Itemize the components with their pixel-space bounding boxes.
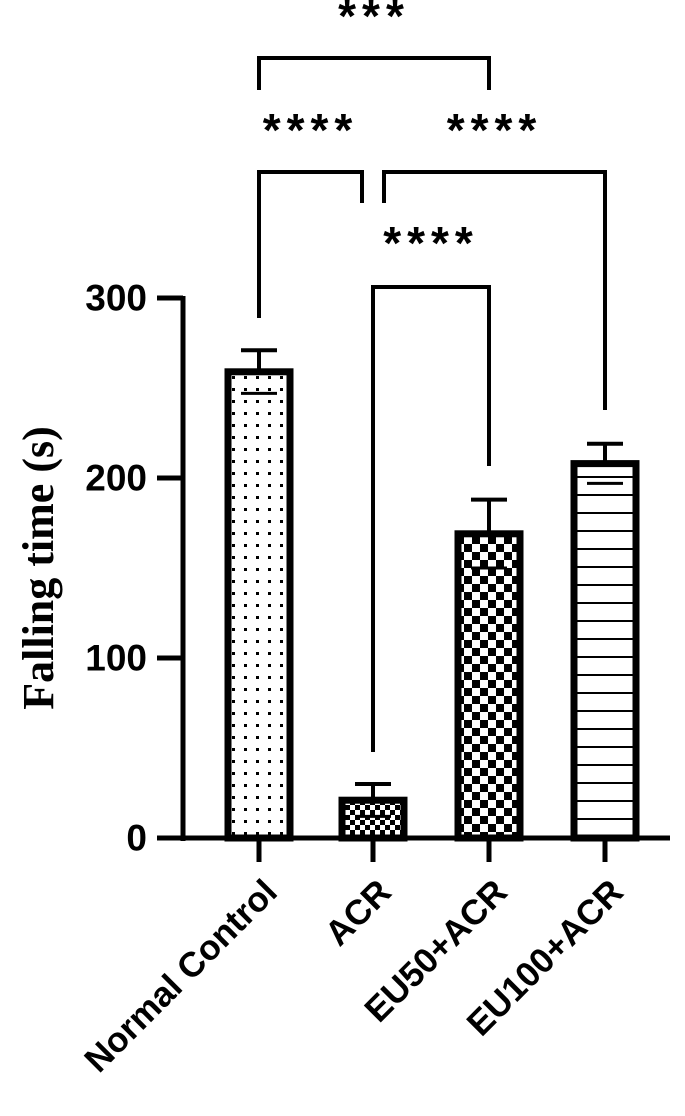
significance-bracket bbox=[371, 285, 491, 752]
bar bbox=[570, 460, 640, 842]
significance-stars: **** bbox=[447, 104, 543, 156]
x-category-label: Normal Control bbox=[77, 872, 285, 1080]
y-tick-label: 300 bbox=[85, 278, 147, 319]
y-tick-label: 200 bbox=[85, 458, 147, 499]
significance-stars: *** bbox=[338, 0, 410, 42]
y-tick-label: 0 bbox=[126, 818, 147, 859]
y-tick-label: 100 bbox=[85, 638, 147, 679]
significance-bracket bbox=[257, 170, 364, 318]
significance-bracket bbox=[257, 56, 491, 90]
significance-stars: **** bbox=[383, 217, 479, 269]
bar bbox=[338, 796, 408, 842]
significance-stars: **** bbox=[263, 104, 359, 156]
bar bbox=[454, 530, 524, 842]
bar bbox=[224, 368, 294, 842]
significance-bracket bbox=[382, 170, 607, 410]
x-category-label: ACR bbox=[318, 872, 399, 953]
y-axis-label: Falling time (s) bbox=[14, 426, 63, 710]
